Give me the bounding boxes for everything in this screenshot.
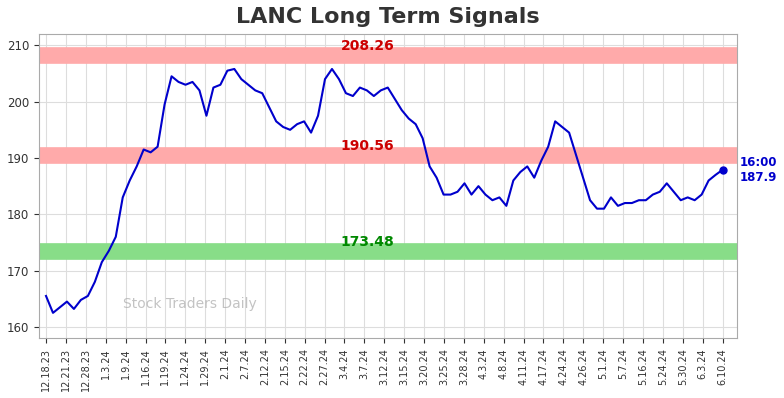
- Text: Stock Traders Daily: Stock Traders Daily: [123, 297, 256, 311]
- Text: 208.26: 208.26: [340, 39, 394, 53]
- Text: 173.48: 173.48: [340, 235, 394, 249]
- Text: 190.56: 190.56: [340, 139, 394, 153]
- Title: LANC Long Term Signals: LANC Long Term Signals: [236, 7, 539, 27]
- Text: 16:00
187.9: 16:00 187.9: [740, 156, 778, 184]
